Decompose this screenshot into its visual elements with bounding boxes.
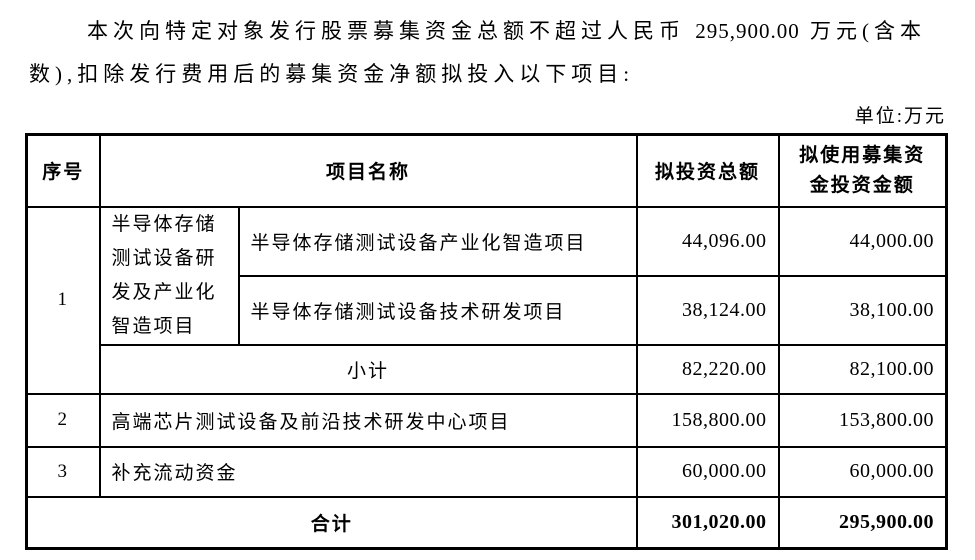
- unit-label: 单位:万元: [854, 106, 946, 127]
- subtotal-raised: 82,100.00: [777, 343, 948, 395]
- total-row: 合计 301,020.00 295,900.00: [25, 495, 948, 550]
- seq-cell-2: 2: [25, 392, 101, 448]
- project-2-name: 高端芯片测试设备及前沿技术研发中心项目: [98, 392, 638, 448]
- intro-paragraph: 本次向特定对象发行股票募集资金总额不超过人民币 295,900.00 万元(含本…: [29, 10, 946, 96]
- table-row-1a: 1 半导体存储测试设备研发及产业化智造项目 半导体存储测试设备产业化智造项目 4…: [25, 205, 948, 394]
- subtotal-row: 小计 82,220.00 82,100.00: [27, 343, 948, 395]
- table-header-row: 序号 项目名称 拟投资总额 拟使用募集资金投资金额: [25, 133, 948, 208]
- project-3-raised: 60,000.00: [777, 445, 948, 498]
- intro-line-2: 数),扣除发行费用后的募集资金净额拟投入以下项目:: [29, 62, 635, 86]
- header-total-investment: 拟投资总额: [635, 133, 780, 208]
- fundraising-projects-table: 序号 项目名称 拟投资总额 拟使用募集资金投资金额 1 半导体存储测试设备研发及…: [25, 133, 949, 550]
- project-2-total: 158,800.00: [635, 392, 780, 448]
- project-3-name: 补充流动资金: [98, 445, 638, 498]
- subproject-2-total: 38,124.00: [635, 274, 780, 346]
- raise-amount: 295,900.00: [695, 19, 800, 43]
- table-row-3: 3 补充流动资金 60,000.00 60,000.00: [25, 445, 948, 498]
- subproject-1-raised: 44,000.00: [777, 205, 948, 276]
- subproject-2-raised: 38,100.00: [777, 274, 948, 346]
- project-2-raised: 153,800.00: [777, 392, 948, 448]
- subtotal-label: 小计: [98, 343, 638, 395]
- intro-line-1: 本次向特定对象发行股票募集资金总额不超过人民币 295,900.00 万元(含本: [29, 10, 946, 53]
- header-seq: 序号: [25, 133, 101, 208]
- subproject-1-total: 44,096.00: [635, 205, 780, 276]
- total-raised-sum: 295,900.00: [777, 495, 948, 550]
- subproject-2-name: 半导体存储测试设备技术研发项目: [237, 274, 638, 346]
- table-row-1b: 半导体存储测试设备技术研发项目 38,124.00 38,100.00: [27, 274, 948, 346]
- header-project-name: 项目名称: [98, 133, 638, 208]
- group-project-cell: 半导体存储测试设备研发及产业化智造项目: [98, 205, 240, 345]
- header-raised-funds: 拟使用募集资金投资金额: [777, 133, 948, 208]
- project-3-total: 60,000.00: [635, 445, 780, 498]
- subtotal-total: 82,220.00: [635, 343, 780, 395]
- subproject-1-name: 半导体存储测试设备产业化智造项目: [237, 205, 638, 276]
- total-investment-sum: 301,020.00: [635, 495, 780, 550]
- group-project-name: 半导体存储测试设备研发及产业化智造项目: [111, 213, 217, 337]
- table-row-2: 2 高端芯片测试设备及前沿技术研发中心项目 158,800.00 153,800…: [25, 392, 948, 448]
- intro-text-pre: 本次向特定对象发行股票募集资金总额不超过人民币: [87, 19, 696, 43]
- intro-text-post: 万元(含本: [799, 19, 926, 43]
- seq-cell-1: 1: [25, 205, 101, 394]
- seq-cell-3: 3: [25, 445, 101, 498]
- header-raised-funds-text: 拟使用募集资金投资金额: [799, 144, 926, 196]
- total-label: 合计: [25, 495, 638, 550]
